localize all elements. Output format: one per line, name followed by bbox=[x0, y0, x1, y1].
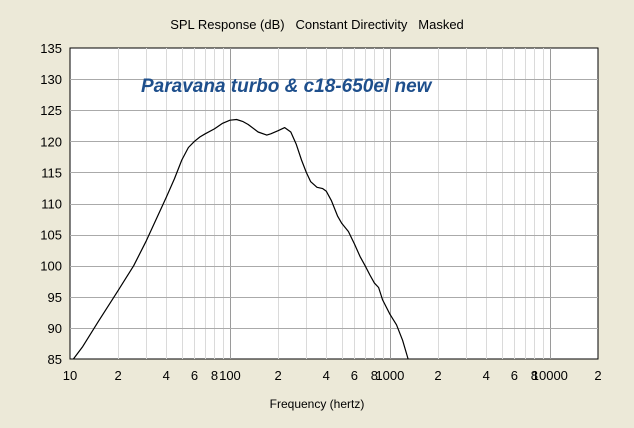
x-tick-label: 8 bbox=[531, 368, 538, 383]
x-tick-label: 4 bbox=[323, 368, 330, 383]
x-tick-label: 2 bbox=[594, 368, 601, 383]
x-tick-label: 1000 bbox=[375, 368, 404, 383]
y-tick-labels: 85 90 95 100 105 110 115 120 125 130 135 bbox=[40, 41, 62, 367]
plot-area bbox=[69, 47, 599, 360]
x-tick-label: 6 bbox=[351, 368, 358, 383]
y-tick-label: 105 bbox=[40, 228, 62, 243]
y-tick-label: 120 bbox=[40, 134, 62, 149]
x-axis-label: Frequency (hertz) bbox=[270, 397, 365, 411]
x-tick-label: 4 bbox=[163, 368, 170, 383]
y-tick-label: 110 bbox=[41, 197, 62, 212]
chart-title: SPL Response (dB) Constant Directivity M… bbox=[170, 17, 464, 32]
chart-annotation: Paravana turbo & c18-650el new bbox=[141, 76, 433, 97]
y-tick-label: 125 bbox=[40, 103, 62, 118]
spl-response-line bbox=[72, 118, 409, 360]
y-tick-label: 90 bbox=[48, 321, 62, 336]
y-tick-label: 100 bbox=[40, 259, 62, 274]
x-tick-label: 2 bbox=[434, 368, 441, 383]
x-tick-label: 2 bbox=[115, 368, 122, 383]
x-tick-label: 2 bbox=[274, 368, 281, 383]
x-tick-label: 10 bbox=[63, 368, 77, 383]
y-tick-label: 135 bbox=[40, 41, 62, 56]
series-layer bbox=[72, 118, 409, 360]
x-tick-label: 6 bbox=[191, 368, 198, 383]
x-tick-label: 100 bbox=[219, 368, 241, 383]
x-tick-label: 10000 bbox=[532, 368, 568, 383]
y-tick-label: 95 bbox=[48, 290, 62, 305]
x-tick-label: 8 bbox=[371, 368, 378, 383]
grid-lines bbox=[70, 48, 598, 359]
x-tick-label: 4 bbox=[483, 368, 490, 383]
y-tick-label: 85 bbox=[48, 352, 62, 367]
y-tick-label: 115 bbox=[41, 165, 62, 180]
y-tick-label: 130 bbox=[40, 72, 62, 87]
x-tick-label: 6 bbox=[511, 368, 518, 383]
x-tick-label: 8 bbox=[211, 368, 218, 383]
